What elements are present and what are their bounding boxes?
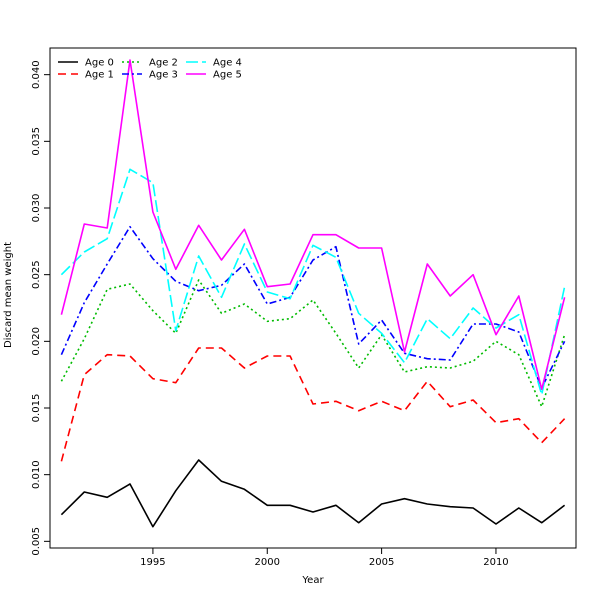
y-tick-label: 0.020 [31,327,42,356]
y-tick-label: 0.025 [31,260,42,289]
series-line-age-4 [60,168,566,396]
legend-label-age-2: Age 2 [149,58,178,69]
series-line-age-1 [60,347,566,462]
x-tick-label: 2005 [369,557,394,568]
x-axis: 1995 2000 2005 2010 [140,548,509,568]
y-tick-label: 0.015 [31,394,42,423]
x-tick-label: 2000 [255,557,280,568]
legend-label-age-3: Age 3 [149,70,178,81]
y-tick-label: 0.005 [31,527,42,556]
y-tick-label: 0.030 [31,194,42,223]
legend-label-age-5: Age 5 [213,70,242,81]
x-tick-label: 2010 [483,557,508,568]
series-line-age-2 [60,279,566,408]
y-tick-label: 0.010 [31,460,42,489]
legend-label-age-0: Age 0 [85,58,114,69]
plot-frame [49,47,577,549]
y-tick-label: 0.040 [31,60,42,89]
y-axis-title: Discard mean weight [3,242,14,348]
y-axis: 0.005 0.010 0.015 0.020 0.025 0.030 0.035 0.040 [31,60,50,556]
x-tick-label: 1995 [140,557,165,568]
series-line-age-0 [60,459,566,528]
x-axis-title: Year [301,575,324,586]
legend-label-age-4: Age 4 [213,58,242,69]
legend-label-age-1: Age 1 [85,70,114,81]
series-line-age-3 [60,225,566,389]
series-layer [60,59,566,528]
y-tick-label: 0.035 [31,127,42,156]
series-line-age-5 [60,59,566,391]
